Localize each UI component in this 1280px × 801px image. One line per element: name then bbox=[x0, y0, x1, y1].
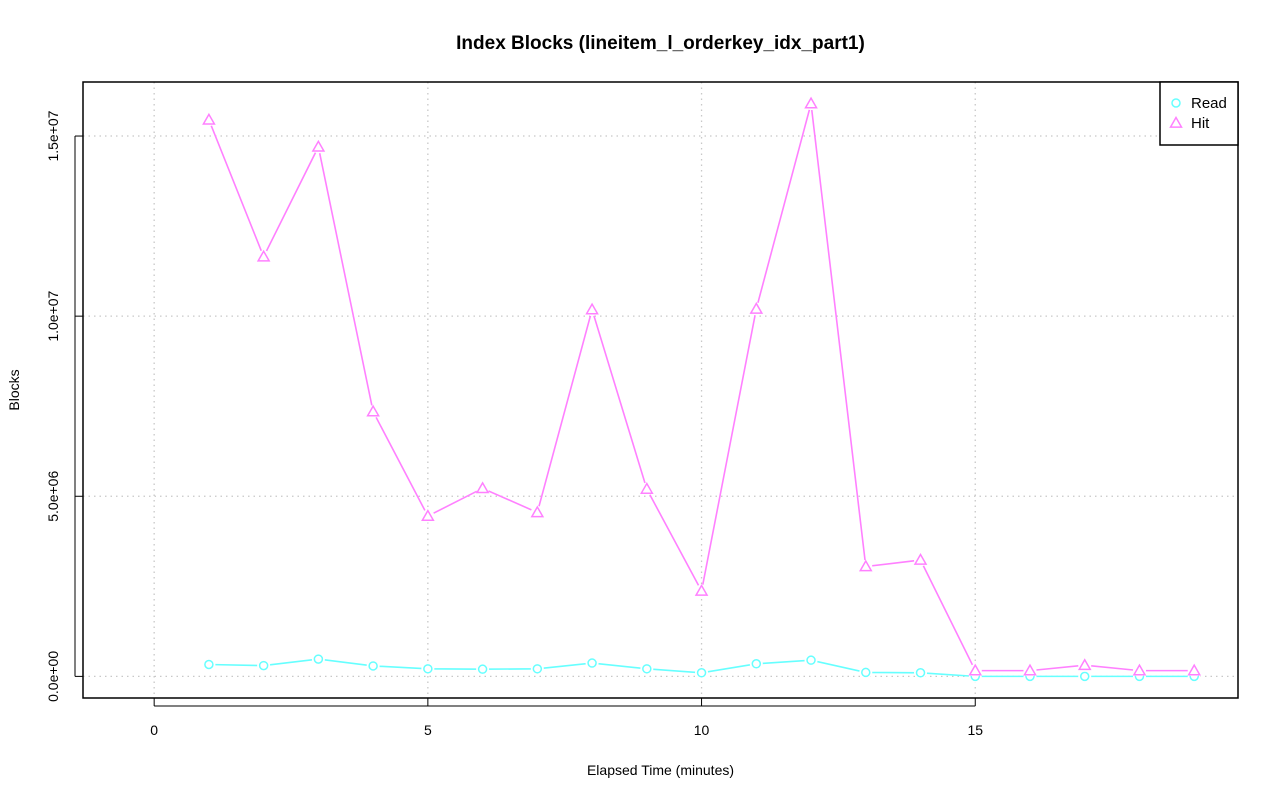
legend-marker-hit bbox=[1169, 115, 1183, 128]
data-point-hit bbox=[694, 583, 709, 596]
data-point-hit bbox=[1077, 658, 1092, 671]
data-point-hit bbox=[530, 505, 545, 518]
data-point-hit bbox=[311, 139, 326, 152]
data-point-hit bbox=[585, 302, 599, 315]
data-point-hit bbox=[1187, 663, 1202, 676]
data-point-read bbox=[423, 664, 433, 674]
data-point-read bbox=[1079, 671, 1090, 682]
data-point-hit bbox=[749, 301, 764, 314]
marker-background bbox=[257, 250, 271, 264]
marker-background bbox=[968, 664, 982, 678]
marker-background bbox=[1078, 658, 1092, 672]
series-hit bbox=[202, 96, 1202, 678]
marker-background bbox=[1132, 664, 1146, 678]
data-point-hit bbox=[640, 482, 654, 494]
data-point-hit bbox=[913, 553, 928, 565]
legend-marker-read bbox=[1171, 98, 1181, 108]
marker-background bbox=[914, 553, 928, 567]
marker-background bbox=[695, 584, 709, 598]
data-point-read bbox=[477, 664, 488, 674]
data-point-hit bbox=[1132, 663, 1147, 676]
y-tick-label: 5.0e+06 bbox=[45, 471, 61, 522]
x-tick-label: 5 bbox=[424, 722, 432, 738]
marker-background bbox=[311, 140, 325, 154]
marker-background bbox=[859, 560, 873, 574]
plot-frame bbox=[82, 81, 1239, 699]
series-read bbox=[202, 652, 1201, 683]
data-point-read bbox=[587, 658, 597, 668]
axes: 0 5 10 15 0.0e+00 5.0e+06 1.0e+07 1.5e+07 bbox=[45, 110, 983, 738]
data-point-read bbox=[696, 668, 707, 678]
chart-title: Index Blocks (lineitem_l_orderkey_idx_pa… bbox=[456, 33, 865, 54]
marker-background bbox=[1023, 664, 1037, 678]
data-point-read bbox=[258, 660, 269, 671]
marker-background bbox=[1187, 664, 1201, 678]
data-point-read bbox=[368, 661, 378, 671]
legend: Read Hit bbox=[1159, 81, 1239, 146]
x-tick-label: 0 bbox=[150, 722, 158, 738]
data-point-read bbox=[532, 664, 543, 674]
legend-label-hit: Hit bbox=[1191, 115, 1210, 132]
marker-background bbox=[749, 302, 763, 316]
grid-lines bbox=[83, 82, 1238, 698]
data-point-hit bbox=[421, 509, 435, 521]
y-tick-label: 0.0e+00 bbox=[45, 651, 61, 702]
data-point-hit bbox=[256, 249, 271, 262]
data-point-hit bbox=[968, 663, 983, 676]
y-tick-label: 1.5e+07 bbox=[45, 110, 61, 161]
data-point-read bbox=[806, 655, 816, 665]
data-point-read bbox=[313, 654, 324, 664]
data-point-read bbox=[861, 667, 871, 678]
data-point-hit bbox=[366, 404, 380, 417]
marker-background bbox=[804, 97, 818, 111]
marker-background bbox=[202, 113, 216, 127]
data-point-hit bbox=[202, 112, 216, 125]
legend-label-read: Read bbox=[1191, 95, 1227, 112]
data-point-hit bbox=[804, 96, 818, 109]
marker-background bbox=[476, 481, 490, 495]
marker-background bbox=[366, 405, 380, 419]
data-point-hit bbox=[858, 559, 873, 572]
x-tick-label: 15 bbox=[967, 722, 983, 738]
marker-background bbox=[585, 303, 599, 317]
data-point-hit bbox=[475, 481, 490, 494]
series-layer bbox=[202, 96, 1202, 683]
x-tick-label: 10 bbox=[694, 722, 710, 738]
marker-background bbox=[421, 509, 435, 523]
data-point-read bbox=[751, 659, 762, 669]
marker-background bbox=[530, 505, 544, 519]
y-axis-label: Blocks bbox=[6, 369, 22, 410]
x-axis-label: Elapsed Time (minutes) bbox=[587, 762, 734, 778]
legend-box bbox=[1159, 81, 1239, 146]
y-tick-label: 1.0e+07 bbox=[45, 290, 61, 341]
data-point-read bbox=[915, 668, 926, 678]
data-point-hit bbox=[1023, 663, 1037, 676]
marker-background bbox=[640, 482, 654, 496]
data-point-read bbox=[204, 659, 214, 670]
data-point-read bbox=[642, 664, 652, 674]
